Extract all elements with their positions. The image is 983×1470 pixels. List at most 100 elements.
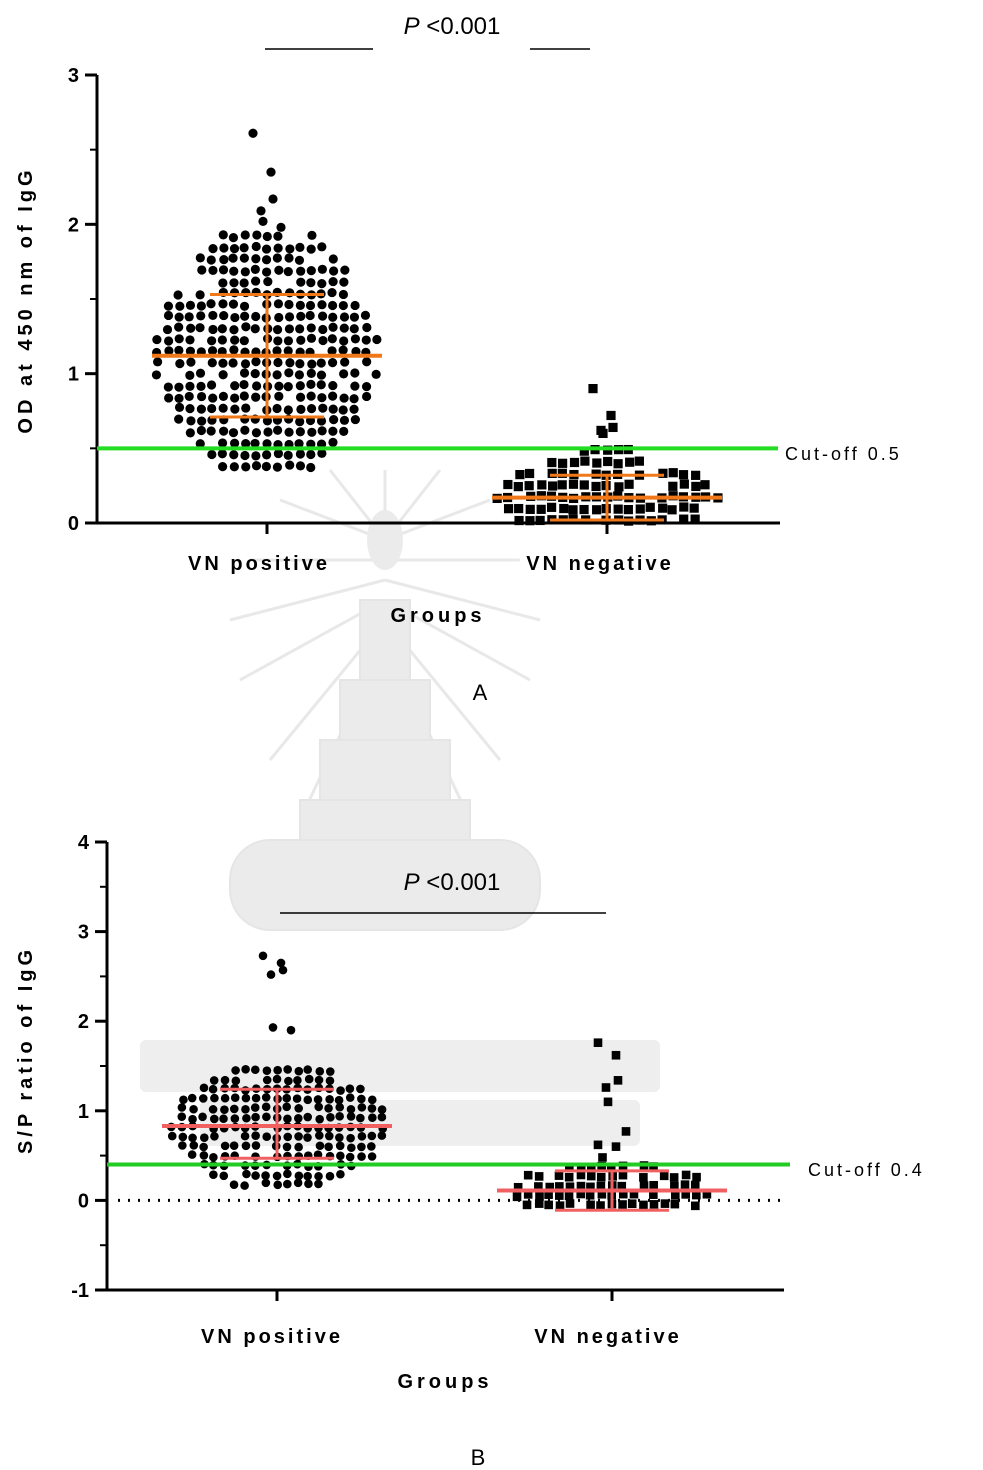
data-point bbox=[702, 1189, 712, 1199]
data-point bbox=[229, 462, 239, 472]
data-point bbox=[284, 427, 294, 437]
data-point bbox=[272, 403, 282, 414]
data-point bbox=[317, 300, 327, 310]
data-point bbox=[629, 1189, 639, 1199]
data-point bbox=[315, 1067, 325, 1076]
y-tick-label: 4 bbox=[78, 832, 90, 854]
data-point bbox=[328, 404, 338, 414]
outlier-point bbox=[268, 1023, 278, 1032]
y-tick-label: 1 bbox=[68, 364, 79, 386]
data-point bbox=[317, 242, 327, 252]
data-point bbox=[357, 1132, 367, 1141]
data-point bbox=[346, 1133, 355, 1143]
data-point bbox=[282, 1093, 292, 1103]
data-point bbox=[329, 415, 339, 425]
data-point bbox=[361, 381, 372, 392]
data-point bbox=[596, 1181, 606, 1191]
data-point bbox=[338, 345, 348, 355]
data-point bbox=[295, 392, 306, 402]
data-point bbox=[239, 391, 249, 401]
data-point bbox=[295, 461, 306, 471]
data-point bbox=[185, 346, 196, 356]
data-point bbox=[273, 448, 284, 459]
data-point bbox=[196, 311, 206, 321]
data-point bbox=[314, 1171, 323, 1181]
data-point bbox=[241, 462, 251, 472]
data-point bbox=[306, 449, 316, 460]
watermark-emblem bbox=[140, 469, 660, 1146]
data-point bbox=[284, 299, 294, 310]
data-point bbox=[261, 244, 272, 254]
x-tick-label-vn-positive: VN positive bbox=[188, 553, 330, 575]
data-point bbox=[362, 322, 372, 333]
data-point bbox=[336, 1169, 345, 1179]
data-point bbox=[228, 299, 239, 309]
x-axis-b: VN positive VN negative bbox=[107, 1288, 784, 1348]
data-point bbox=[272, 346, 282, 356]
data-point bbox=[184, 312, 194, 322]
data-point bbox=[239, 336, 249, 346]
data-point bbox=[537, 480, 547, 490]
data-point bbox=[295, 381, 305, 391]
data-point bbox=[283, 405, 293, 415]
data-point bbox=[239, 278, 249, 288]
data-point bbox=[208, 1105, 218, 1114]
data-point bbox=[173, 290, 183, 300]
data-point bbox=[317, 393, 327, 403]
data-point bbox=[185, 428, 195, 438]
data-point bbox=[585, 1190, 595, 1200]
data-point bbox=[336, 1151, 345, 1161]
data-point bbox=[596, 1172, 606, 1182]
data-point bbox=[324, 1103, 333, 1113]
data-point bbox=[580, 456, 590, 466]
outlier-point bbox=[588, 384, 598, 394]
data-point bbox=[175, 359, 185, 369]
data-point bbox=[569, 457, 580, 468]
data-point bbox=[272, 1171, 282, 1181]
data-point bbox=[251, 357, 261, 367]
data-point bbox=[692, 1172, 701, 1182]
y-axis-a: 0 1 2 3 bbox=[68, 65, 99, 535]
data-point bbox=[218, 265, 229, 275]
data-point bbox=[284, 1076, 293, 1086]
data-point bbox=[196, 301, 206, 311]
data-point bbox=[274, 265, 284, 275]
data-point bbox=[272, 1074, 282, 1084]
data-point bbox=[296, 277, 306, 287]
data-point bbox=[591, 481, 601, 492]
y-axis-title-a: OD at 450 nm of IgG bbox=[15, 166, 37, 433]
data-point bbox=[273, 299, 284, 309]
data-point bbox=[263, 427, 273, 437]
data-point bbox=[325, 1171, 335, 1181]
data-point bbox=[230, 335, 240, 345]
data-point bbox=[261, 255, 272, 265]
data-point bbox=[625, 457, 635, 467]
data-point bbox=[251, 311, 261, 322]
data-point bbox=[327, 358, 338, 368]
data-point bbox=[292, 1094, 302, 1103]
data-point bbox=[295, 324, 305, 334]
data-point bbox=[503, 504, 514, 514]
y-tick-label: 2 bbox=[78, 1011, 89, 1033]
data-point bbox=[273, 357, 283, 368]
data-point bbox=[555, 1201, 565, 1210]
data-point bbox=[660, 1199, 670, 1208]
data-point bbox=[184, 391, 194, 402]
data-point bbox=[368, 1113, 377, 1123]
data-point bbox=[197, 265, 207, 275]
panel-label-b: B bbox=[471, 1445, 486, 1470]
data-point bbox=[206, 426, 216, 436]
data-point bbox=[272, 462, 283, 472]
data-point bbox=[207, 449, 217, 460]
data-point bbox=[335, 1102, 345, 1112]
data-point bbox=[325, 1076, 335, 1086]
data-point bbox=[219, 426, 229, 436]
data-point bbox=[196, 404, 206, 414]
outlier-point bbox=[601, 1083, 611, 1092]
data-point bbox=[196, 381, 206, 391]
data-point bbox=[284, 324, 295, 334]
data-point bbox=[198, 1094, 208, 1103]
data-point bbox=[262, 1066, 272, 1075]
data-point bbox=[241, 322, 251, 332]
y-axis-b: -1 0 1 2 3 4 bbox=[71, 832, 109, 1302]
